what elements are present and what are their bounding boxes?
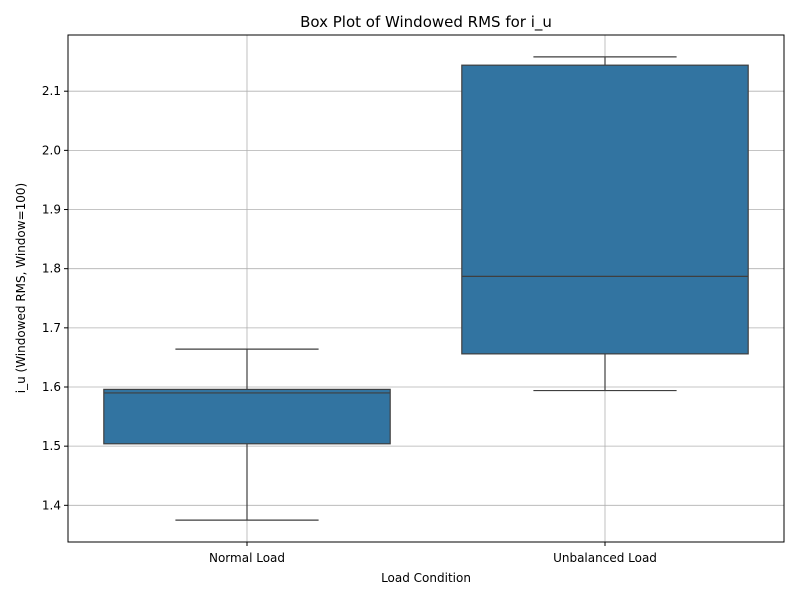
box-group	[103, 348, 391, 521]
y-tick-label: 2.0	[42, 143, 61, 157]
y-tick-label: 1.6	[42, 380, 61, 394]
plot-area-frame	[67, 34, 785, 543]
y-tick-label: 2.1	[42, 84, 61, 98]
y-tick-label: 1.9	[42, 203, 61, 217]
boxes	[103, 56, 749, 521]
iqr-box	[461, 64, 749, 355]
x-axis-ticks: Normal Load Unbalanced Load	[209, 542, 657, 565]
y-tick-label: 1.8	[42, 262, 61, 276]
box-group	[461, 56, 749, 392]
iqr-box	[103, 388, 391, 445]
y-tick-label: 1.4	[42, 498, 61, 512]
y-tick-label: 1.7	[42, 321, 61, 335]
x-tick-label: Unbalanced Load	[553, 551, 657, 565]
y-axis-label: i_u (Windowed RMS, Window=100)	[14, 183, 28, 393]
grid	[68, 35, 784, 542]
y-tick-label: 1.5	[42, 439, 61, 453]
x-axis-label: Load Condition	[381, 571, 471, 585]
chart-title: Box Plot of Windowed RMS for i_u	[300, 13, 552, 32]
x-tick-label: Normal Load	[209, 551, 285, 565]
y-axis-ticks: 1.4 1.5 1.6 1.7 1.8 1.9 2.0 2.1	[42, 84, 68, 512]
